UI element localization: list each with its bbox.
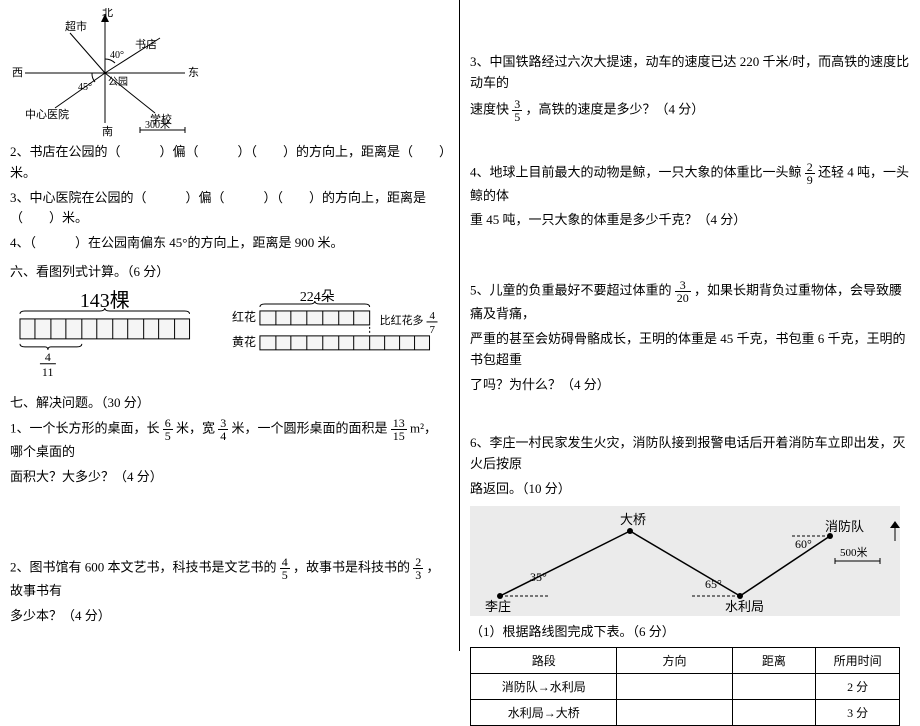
text: ，高铁的速度是多少？（4 分）	[526, 101, 705, 116]
svg-text:60°: 60°	[795, 537, 812, 551]
text: 1、一个长方形的桌面，长	[10, 421, 160, 436]
table-cell	[732, 699, 816, 725]
fraction: 1315	[391, 417, 407, 442]
table-cell	[732, 673, 816, 699]
svg-text:西: 西	[12, 67, 23, 79]
problem-5-line3: 了吗？为什么？（4 分）	[470, 375, 910, 396]
table-cell: 2 分	[816, 673, 900, 699]
svg-text:500米: 500米	[840, 546, 868, 559]
question-2: 2、书店在公园的（ ）偏（ ）（ ）的方向上，距离是（ ）米。	[10, 142, 449, 184]
svg-text:224朵: 224朵	[299, 290, 334, 305]
svg-text:35°: 35°	[530, 570, 547, 584]
question-4: 4、（ ）在公园南偏东 45°的方向上，距离是 900 米。	[10, 233, 449, 254]
svg-text:南: 南	[102, 125, 113, 138]
problem-6-line1: 6、李庄一村民家发生火灾，消防队接到报警电话后开着消防车立即出发，灭火后按原	[470, 433, 910, 475]
svg-text:大桥: 大桥	[620, 512, 646, 527]
question-3: 3、中心医院在公园的（ ）偏（ ）（ ）的方向上，距离是（ ）米。	[10, 188, 449, 230]
problem-2-line2: 多少本？（4 分）	[10, 606, 449, 627]
svg-text:超市: 超市	[65, 19, 87, 33]
fraction: 65	[163, 417, 173, 442]
problem-5-line2: 严重的甚至会妨碍骨骼成长，王明的体重是 45 千克，书包重 6 千克，王明的书包…	[470, 329, 910, 371]
text: 5、儿童的负重最好不要超过体重的	[470, 283, 672, 298]
text: 米，宽	[176, 421, 215, 436]
problem-3-line1: 3、中国铁路经过六次大提速，动车的速度已达 220 千米/时，而高铁的速度比动车…	[470, 52, 910, 94]
problem-5-line1: 5、儿童的负重最好不要超过体重的 320 ，如果长期背负过重物体，会导致腰痛及背…	[470, 279, 910, 325]
svg-text:李庄: 李庄	[485, 599, 511, 614]
svg-text:公园: 公园	[108, 76, 128, 88]
svg-text:65°: 65°	[705, 577, 722, 591]
section-six-title: 六、看图列式计算。（6 分）	[10, 262, 449, 283]
table-cell	[617, 699, 732, 725]
problem-2: 2、图书馆有 600 本文艺书，科技书是文艺书的 45 ，故事书是科技书的 23…	[10, 556, 449, 602]
tape-diagram-2: 224朵 红花 黄花 比红花多 4 7	[230, 289, 449, 383]
route-diagram: 李庄 大桥 水利局 消防队 35° 65° 60° 500米	[470, 506, 900, 616]
section-seven-title: 七、解决问题。（30 分）	[10, 393, 449, 414]
svg-text:北: 北	[102, 8, 113, 19]
problem-1: 1、一个长方形的桌面，长 65 米，宽 34 米，一个圆形桌面的面积是 1315…	[10, 417, 449, 463]
route-table: 路段 方向 距离 所用时间 消防队→水利局 2 分 水利局→大桥 3 分	[470, 647, 900, 726]
fraction: 320	[675, 279, 691, 304]
compass-diagram: 北 南 东 西 超市 书店 公园 学校 中心医院 40° 45° 300米	[10, 8, 200, 138]
text: ，故事书是科技书的	[293, 559, 410, 574]
svg-text:300米: 300米	[145, 118, 170, 131]
table-cell: 消防队→水利局	[471, 673, 617, 699]
table-cell	[617, 673, 732, 699]
svg-text:比红花多: 比红花多	[379, 313, 423, 327]
problem-6-line2: 路返回。（10 分）	[470, 479, 910, 500]
text: 2、图书馆有 600 本文艺书，科技书是文艺书的	[10, 559, 277, 574]
svg-text:黄花: 黄花	[232, 334, 256, 349]
svg-text:11: 11	[42, 365, 54, 379]
tape-diagrams: 143棵 4 11 224朵 红花 黄花 比红花多	[10, 289, 449, 383]
sub-question-1: （1）根据路线图完成下表。（6 分）	[470, 622, 910, 643]
svg-text:水利局: 水利局	[725, 599, 764, 614]
problem-4-line1: 4、地球上目前最大的动物是鲸，一只大象的体重比一头鲸 29 还轻 4 吨，一头鲸…	[470, 161, 910, 207]
svg-text:40°: 40°	[110, 50, 124, 61]
problem-1-line2: 面积大？大多少？（4 分）	[10, 467, 449, 488]
text: 4、地球上目前最大的动物是鲸，一只大象的体重比一头鲸	[470, 164, 802, 179]
fraction: 45	[280, 556, 290, 581]
tape-diagram-1: 143棵 4 11	[10, 289, 200, 383]
fraction: 35	[512, 98, 522, 123]
svg-text:中心医院: 中心医院	[25, 107, 69, 121]
svg-text:4: 4	[429, 310, 435, 322]
table-cell: 水利局→大桥	[471, 699, 617, 725]
problem-4-line2: 重 45 吨，一只大象的体重是多少千克？（4 分）	[470, 210, 910, 231]
svg-text:消防队: 消防队	[825, 519, 864, 534]
svg-text:书店: 书店	[135, 37, 157, 51]
problem-3-line2: 速度快 35 ，高铁的速度是多少？（4 分）	[470, 98, 910, 123]
svg-text:4: 4	[45, 350, 51, 364]
svg-text:红花: 红花	[232, 309, 256, 324]
fraction: 34	[218, 417, 228, 442]
svg-text:45°: 45°	[78, 82, 92, 93]
svg-text:7: 7	[429, 324, 435, 336]
fraction: 29	[805, 161, 815, 186]
text: 米，一个圆形桌面的面积是	[232, 421, 388, 436]
text: 速度快	[470, 101, 509, 116]
table-cell: 3 分	[816, 699, 900, 725]
fraction: 23	[413, 556, 423, 581]
svg-text:东: 东	[188, 66, 199, 79]
